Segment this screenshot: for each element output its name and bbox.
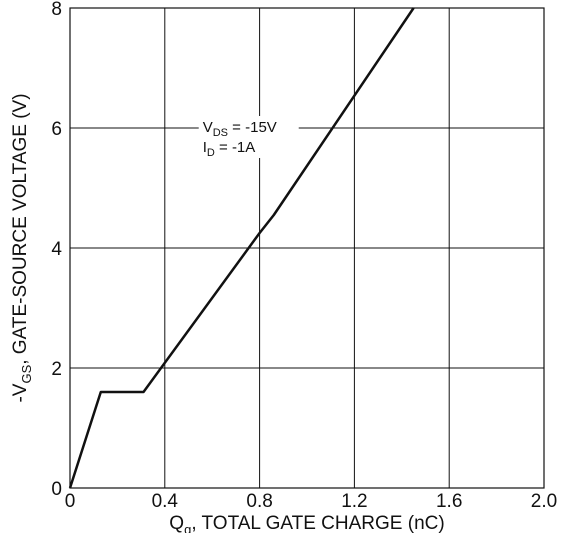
y-tick-label: 4 <box>51 239 62 260</box>
x-tick-label: 2.0 <box>531 491 557 512</box>
x-tick-label: 0.8 <box>246 491 272 512</box>
y-tick-labels: 0 2 4 6 8 <box>51 0 62 500</box>
annotation-background <box>198 116 299 158</box>
y-tick-label: 2 <box>51 359 62 380</box>
x-tick-label: 0 <box>65 491 76 512</box>
annotation-conditions: VDS = -15V ID = -1A <box>198 116 299 159</box>
series-line-gate-voltage <box>68 7 415 489</box>
x-tick-label: 0.4 <box>152 491 179 512</box>
y-axis-label: -VGS, GATE-SOURCE VOLTAGE (V) <box>10 93 34 402</box>
x-tick-label: 1.2 <box>341 491 367 512</box>
grid-lines <box>70 8 544 488</box>
x-tick-label: 1.6 <box>436 491 462 512</box>
y-tick-label: 0 <box>51 479 62 500</box>
x-tick-labels: 0 0.4 0.8 1.2 1.6 2.0 <box>65 491 558 512</box>
annotation-vds: VDS = -15V <box>203 119 277 139</box>
plot-frame <box>69 7 545 489</box>
y-tick-label: 6 <box>51 119 62 140</box>
annotation-id: ID = -1A <box>203 139 256 159</box>
y-tick-label: 8 <box>51 0 62 20</box>
x-axis-label: Qg, TOTAL GATE CHARGE (nC) <box>169 513 444 533</box>
